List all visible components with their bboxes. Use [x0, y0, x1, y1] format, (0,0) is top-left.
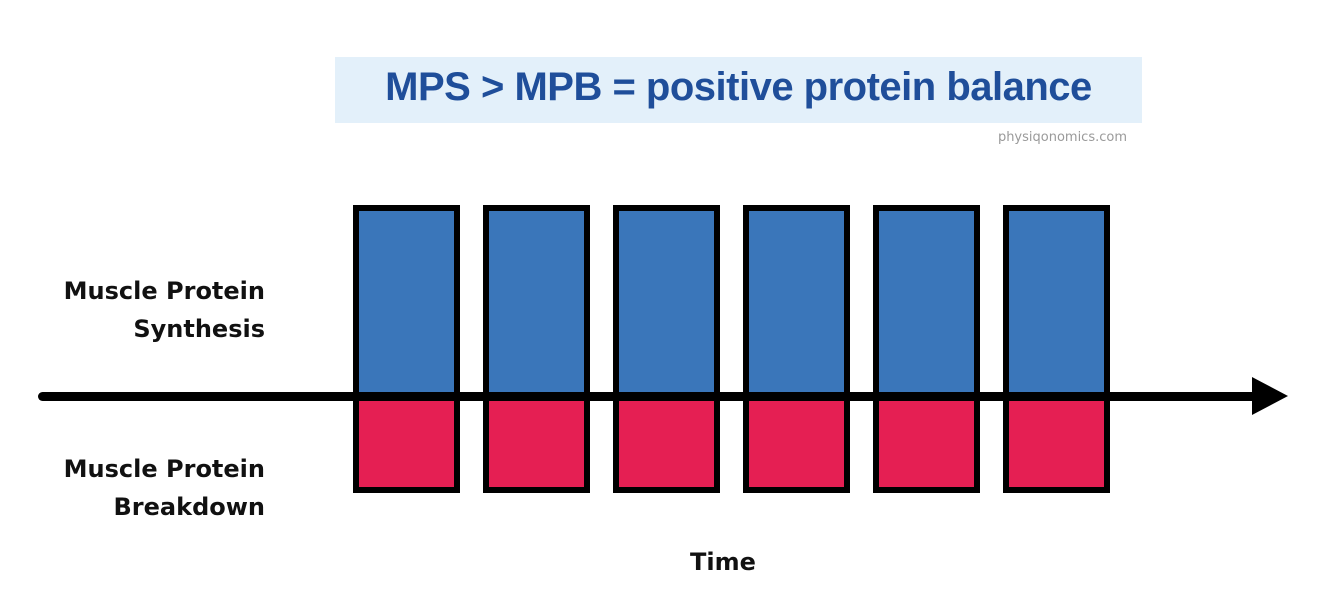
x-axis-label: Time: [690, 548, 756, 576]
synthesis-label-line1: Muscle Protein: [63, 277, 265, 305]
breakdown-label-line1: Muscle Protein: [63, 455, 265, 483]
synthesis-bar: [873, 205, 980, 399]
time-axis-line: [38, 392, 1258, 401]
source-credit: physiqonomics.com: [997, 130, 1127, 145]
title-banner: MPS > MPB = positive protein balance: [335, 57, 1142, 123]
breakdown-bar: [483, 394, 590, 493]
breakdown-bar: [353, 394, 460, 493]
synthesis-bar: [353, 205, 460, 399]
breakdown-bar: [613, 394, 720, 493]
synthesis-bar: [1003, 205, 1110, 399]
synthesis-bar: [483, 205, 590, 399]
synthesis-label-line2: Synthesis: [133, 315, 265, 343]
arrow-right-icon: [1252, 377, 1288, 415]
synthesis-label: Muscle Protein Synthesis: [5, 272, 265, 348]
diagram-title: MPS > MPB = positive protein balance: [385, 65, 1092, 109]
breakdown-bar: [873, 394, 980, 493]
breakdown-bar: [1003, 394, 1110, 493]
breakdown-label-line2: Breakdown: [113, 493, 266, 521]
synthesis-bar: [613, 205, 720, 399]
breakdown-label: Muscle Protein Breakdown: [5, 450, 265, 526]
synthesis-bar: [743, 205, 850, 399]
breakdown-bar: [743, 394, 850, 493]
